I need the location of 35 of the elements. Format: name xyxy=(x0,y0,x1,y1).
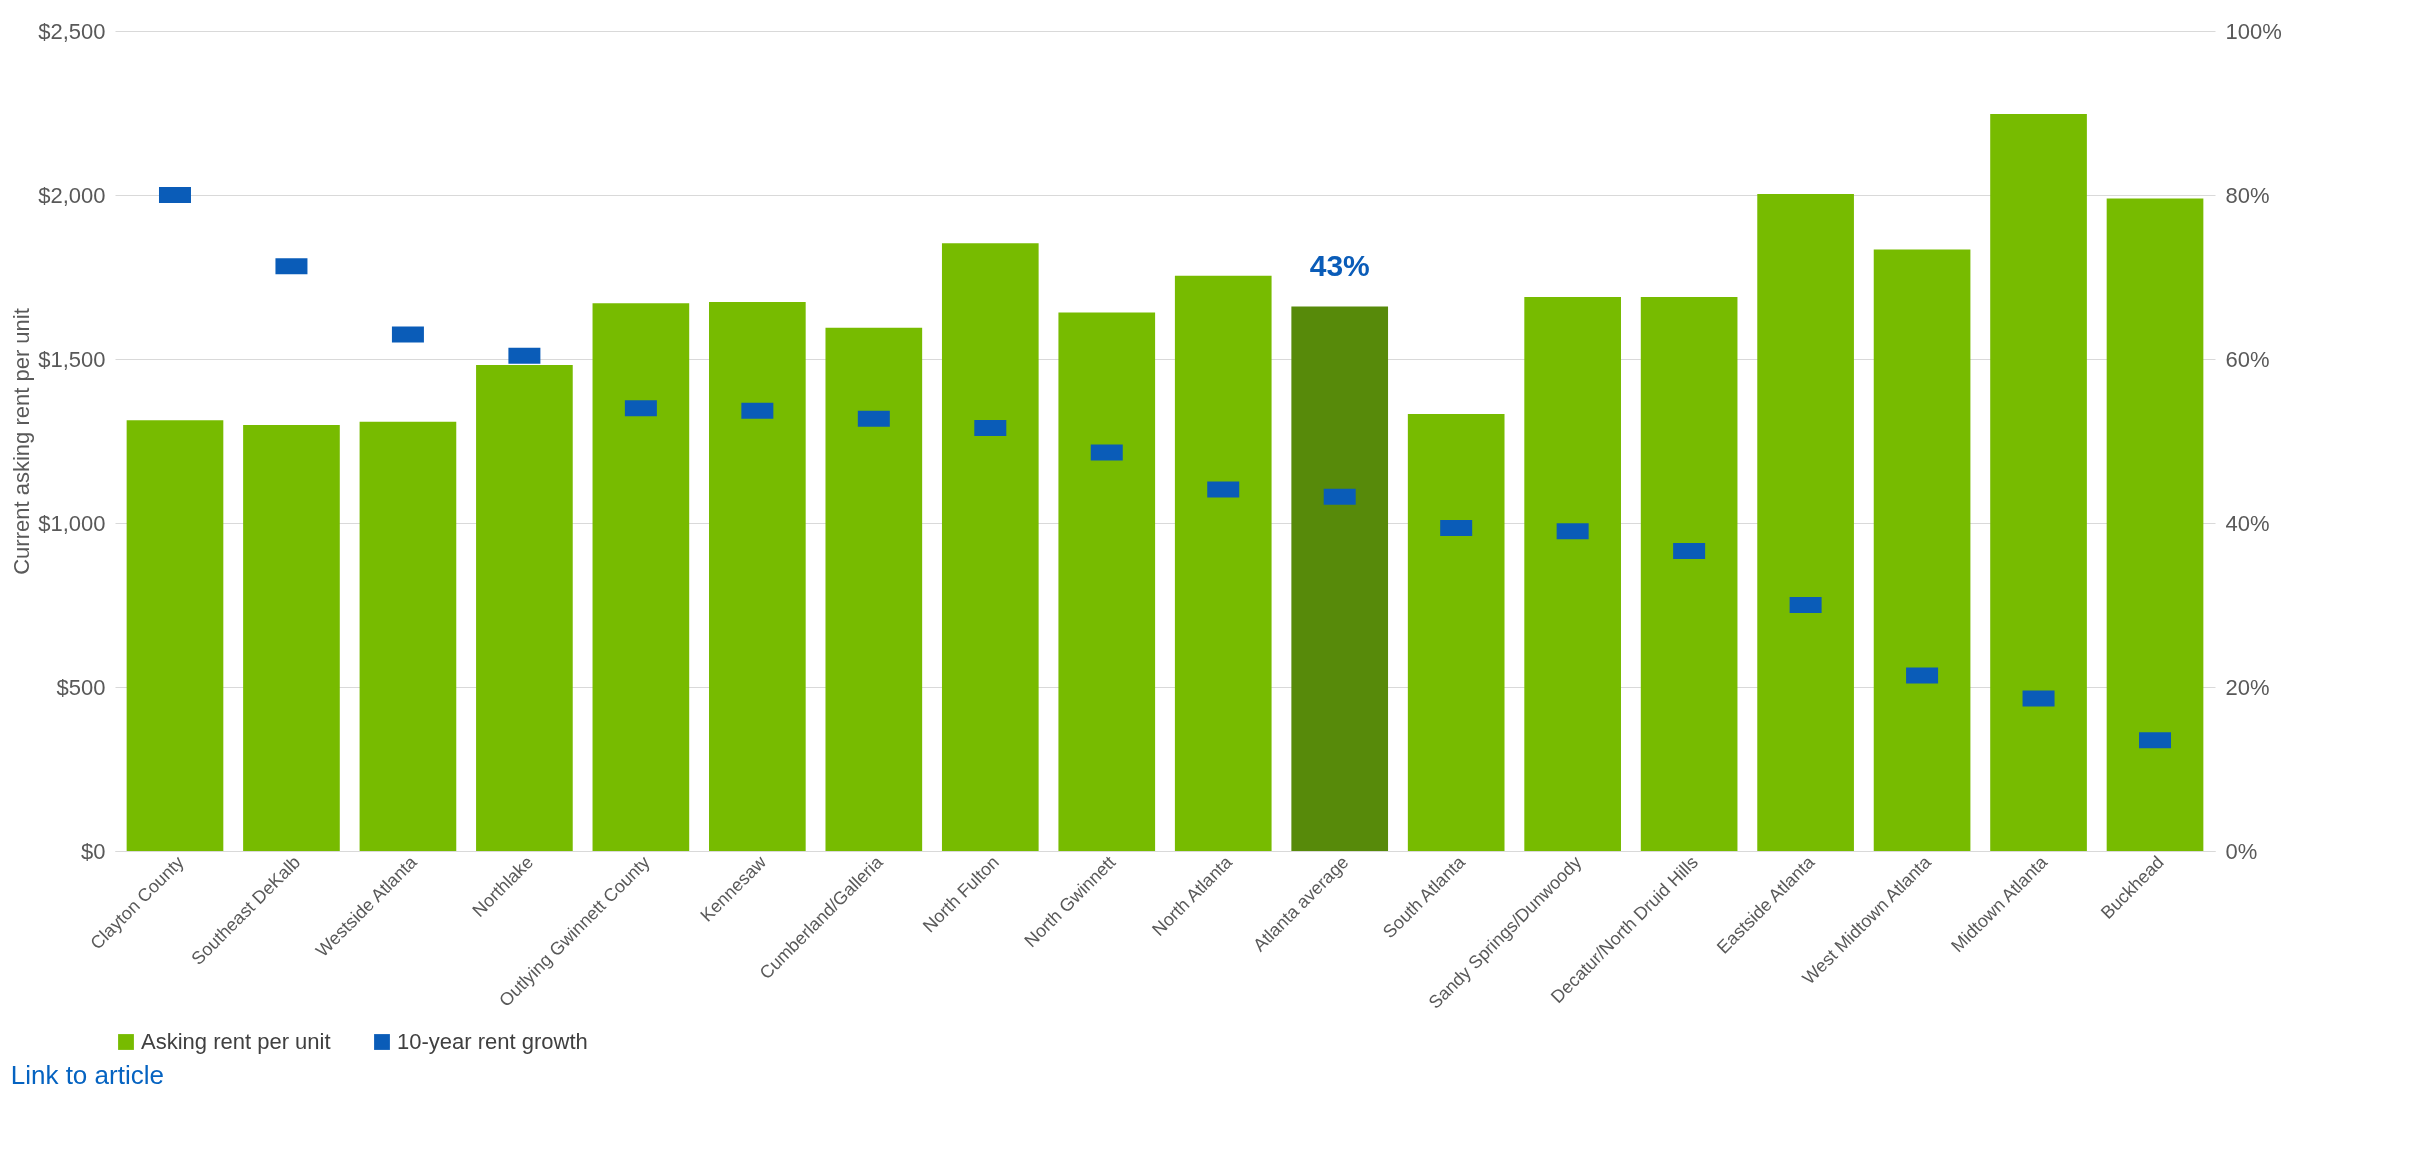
y2-tick-label: 40% xyxy=(2225,510,2270,536)
y-tick-label: $2,000 xyxy=(38,182,106,208)
bar xyxy=(1640,297,1738,851)
bar xyxy=(1291,306,1389,851)
bar xyxy=(1407,414,1505,851)
y2-tick-label: 0% xyxy=(2225,838,2258,864)
legend-label: Asking rent per unit xyxy=(141,1029,331,1054)
y-tick-label: $1,000 xyxy=(38,510,106,536)
annotation: 43% xyxy=(1309,248,1370,282)
bar xyxy=(1524,297,1621,851)
y-tick-label: $500 xyxy=(56,674,106,700)
y2-tick-label: 100% xyxy=(2225,18,2282,44)
bar xyxy=(825,327,923,851)
text: Link to article xyxy=(10,1060,164,1090)
legend-label: 10-year rent growth xyxy=(397,1029,588,1054)
bar xyxy=(709,301,806,851)
bar xyxy=(1757,194,1854,851)
bar xyxy=(476,364,573,851)
bar xyxy=(941,243,1039,851)
bar xyxy=(1873,249,1971,851)
bar xyxy=(2106,198,2204,851)
y2-tick-label: 60% xyxy=(2225,346,2270,372)
y-tick-label: $2,500 xyxy=(38,18,106,44)
y2-tick-label: 20% xyxy=(2225,674,2270,700)
y-tick-label: $1,500 xyxy=(38,346,106,372)
bar xyxy=(1058,312,1156,851)
y2-tick-label: 80% xyxy=(2225,182,2270,208)
bar xyxy=(1990,113,2087,851)
bar xyxy=(1174,275,1272,851)
bar xyxy=(126,420,224,851)
y-tick-label: $0 xyxy=(81,838,106,864)
bar xyxy=(359,421,457,851)
bar xyxy=(592,303,690,851)
y-axis-title: Current asking rent per unit xyxy=(9,308,35,575)
bar xyxy=(243,424,340,851)
